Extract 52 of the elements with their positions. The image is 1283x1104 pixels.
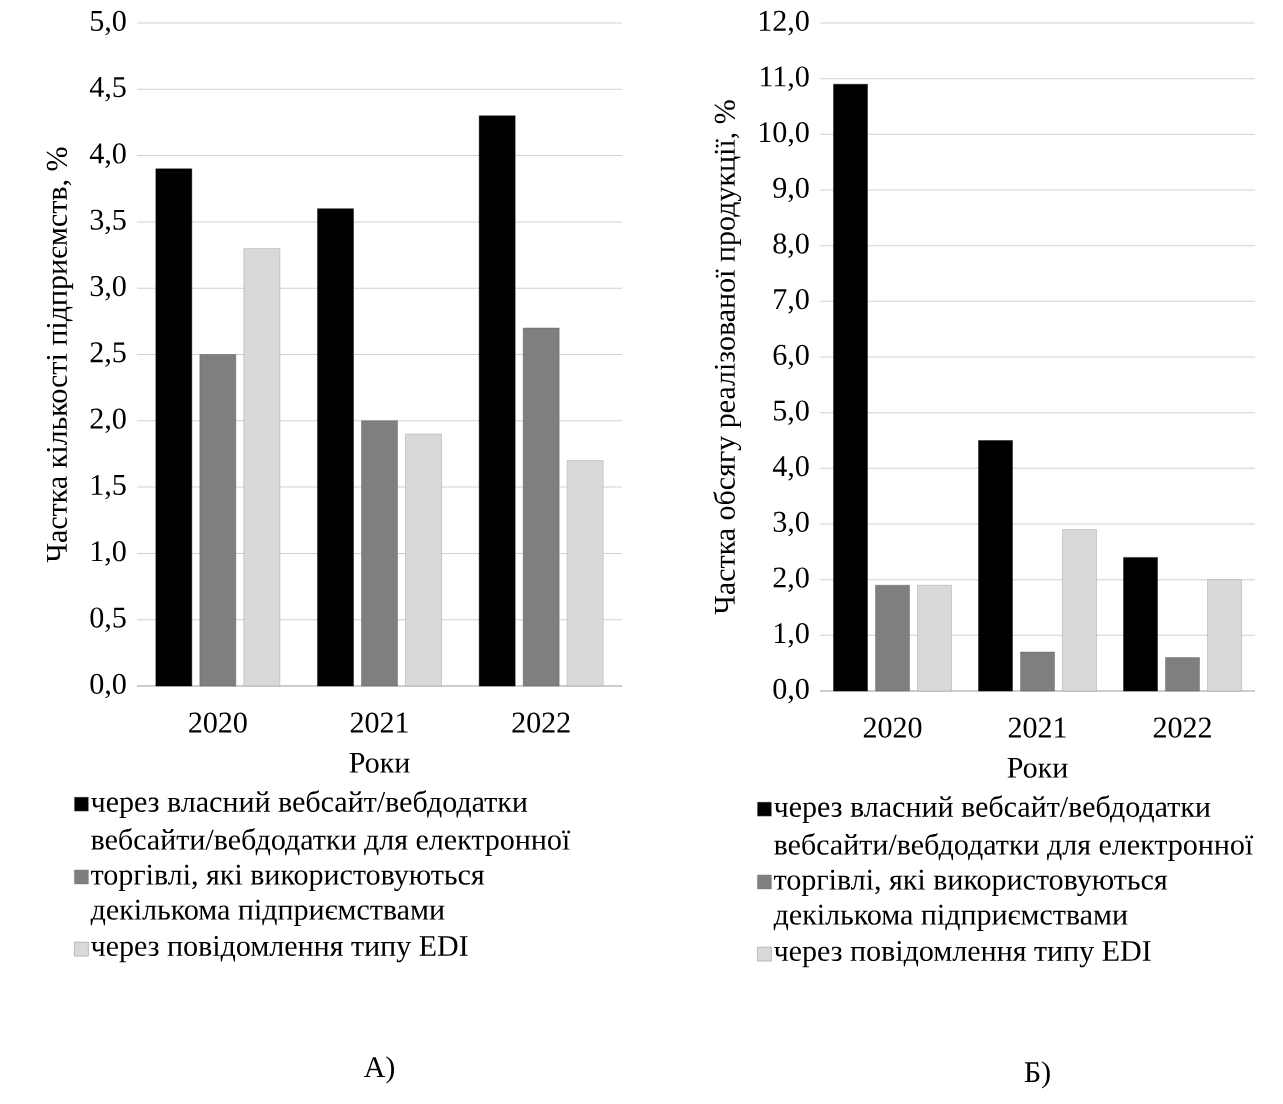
bar <box>199 354 237 687</box>
text: Б) <box>1024 1061 1050 1089</box>
y-tick-label: 10,0 <box>759 122 809 147</box>
y-tick-label: 2,0 <box>773 567 809 592</box>
y-tick-label: 2,5 <box>90 342 126 367</box>
x-axis-title: Роки <box>1007 757 1068 778</box>
y-tick-label: 3,0 <box>90 275 126 301</box>
bar <box>317 208 354 687</box>
y-tick-label: 7,0 <box>774 289 809 314</box>
bar <box>361 420 398 687</box>
x-tick-label: 2020 <box>189 712 247 733</box>
y-tick-label: 1,5 <box>91 474 126 500</box>
y-tick-label: 9,0 <box>773 177 809 203</box>
y-tick-label: 11,0 <box>761 66 809 91</box>
y-tick-label: 8,0 <box>773 233 809 258</box>
y-tick-label: 5,0 <box>774 400 809 425</box>
y-axis-title: Частка кількості підприємств, % <box>46 147 74 563</box>
bar <box>978 440 1013 692</box>
y-tick-label: 3,5 <box>90 209 126 235</box>
y-tick-label: 6,0 <box>773 344 809 370</box>
y-tick-label: 12,0 <box>759 10 809 36</box>
y-tick-label: 4,5 <box>89 77 126 102</box>
x-axis-title: Роки <box>349 752 410 773</box>
legend-label: через повідомлення типу EDI <box>774 940 1151 968</box>
legend-label: через власний вебсайт/вебдодатки <box>91 790 528 819</box>
y-tick-label: 2,0 <box>90 408 126 434</box>
legend-label: через власний вебсайт/вебдодатки <box>774 795 1211 824</box>
y-tick-label: 5,0 <box>91 10 126 36</box>
bar <box>833 84 868 692</box>
y-tick-label: 0,0 <box>773 678 809 704</box>
bar <box>478 115 516 687</box>
y-tick-label: 3,0 <box>773 511 809 537</box>
bar <box>155 168 193 687</box>
bar <box>1020 651 1055 692</box>
bar <box>875 585 910 692</box>
x-tick-label: 2021 <box>350 712 408 733</box>
bar <box>1123 557 1158 692</box>
bar <box>1165 657 1200 692</box>
x-tick-label: 2022 <box>1153 717 1211 738</box>
y-axis-title: Частка обсягу реалізованої продукції, % <box>713 100 742 615</box>
y-tick-label: 0,0 <box>90 673 126 699</box>
y-tick-label: 1,0 <box>774 623 809 648</box>
y-tick-label: 4,0 <box>772 456 809 481</box>
x-tick-label: 2021 <box>1008 717 1066 738</box>
x-tick-label: 2020 <box>863 717 922 738</box>
text: А) <box>363 1056 395 1084</box>
x-tick-label: 2022 <box>512 712 570 733</box>
y-tick-label: 0,5 <box>90 607 126 632</box>
y-tick-label: 4,0 <box>89 143 126 168</box>
legend-label: через повідомлення типу EDI <box>91 935 468 963</box>
bar <box>522 327 560 687</box>
y-tick-label: 1,0 <box>91 541 126 566</box>
